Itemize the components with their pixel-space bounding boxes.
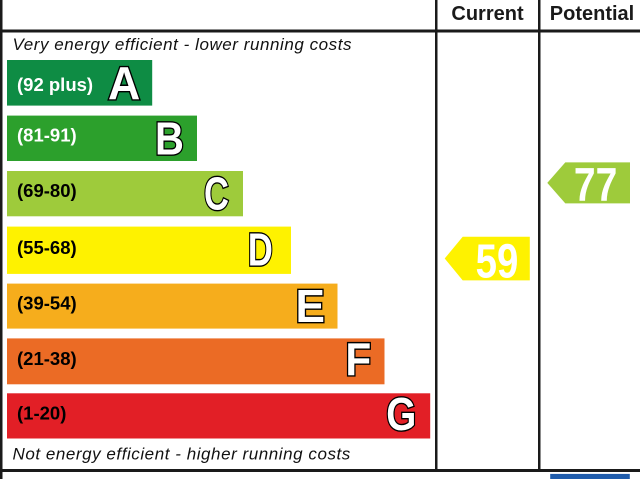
svg-text:77: 77 <box>574 160 617 212</box>
svg-text:C: C <box>204 168 229 220</box>
svg-text:(92 plus): (92 plus) <box>17 74 93 95</box>
svg-text:Current: Current <box>451 3 524 25</box>
svg-text:B: B <box>155 114 184 165</box>
svg-text:G: G <box>386 389 416 440</box>
svg-text:A: A <box>108 57 140 109</box>
svg-text:(69-80): (69-80) <box>17 180 77 201</box>
svg-text:(55-68): (55-68) <box>17 237 77 258</box>
svg-text:Potential: Potential <box>550 3 634 25</box>
svg-text:F: F <box>345 335 371 386</box>
svg-text:(1-20): (1-20) <box>17 403 66 424</box>
svg-text:D: D <box>248 224 273 276</box>
svg-text:E: E <box>296 280 325 332</box>
svg-text:Very energy efficient - lower: Very energy efficient - lower running co… <box>13 35 353 54</box>
svg-text:Not energy efficient - higher: Not energy efficient - higher running co… <box>13 445 351 464</box>
svg-text:(39-54): (39-54) <box>17 293 77 314</box>
svg-text:59: 59 <box>476 236 519 289</box>
svg-text:(81-91): (81-91) <box>17 125 77 146</box>
svg-text:(21-38): (21-38) <box>17 348 77 369</box>
